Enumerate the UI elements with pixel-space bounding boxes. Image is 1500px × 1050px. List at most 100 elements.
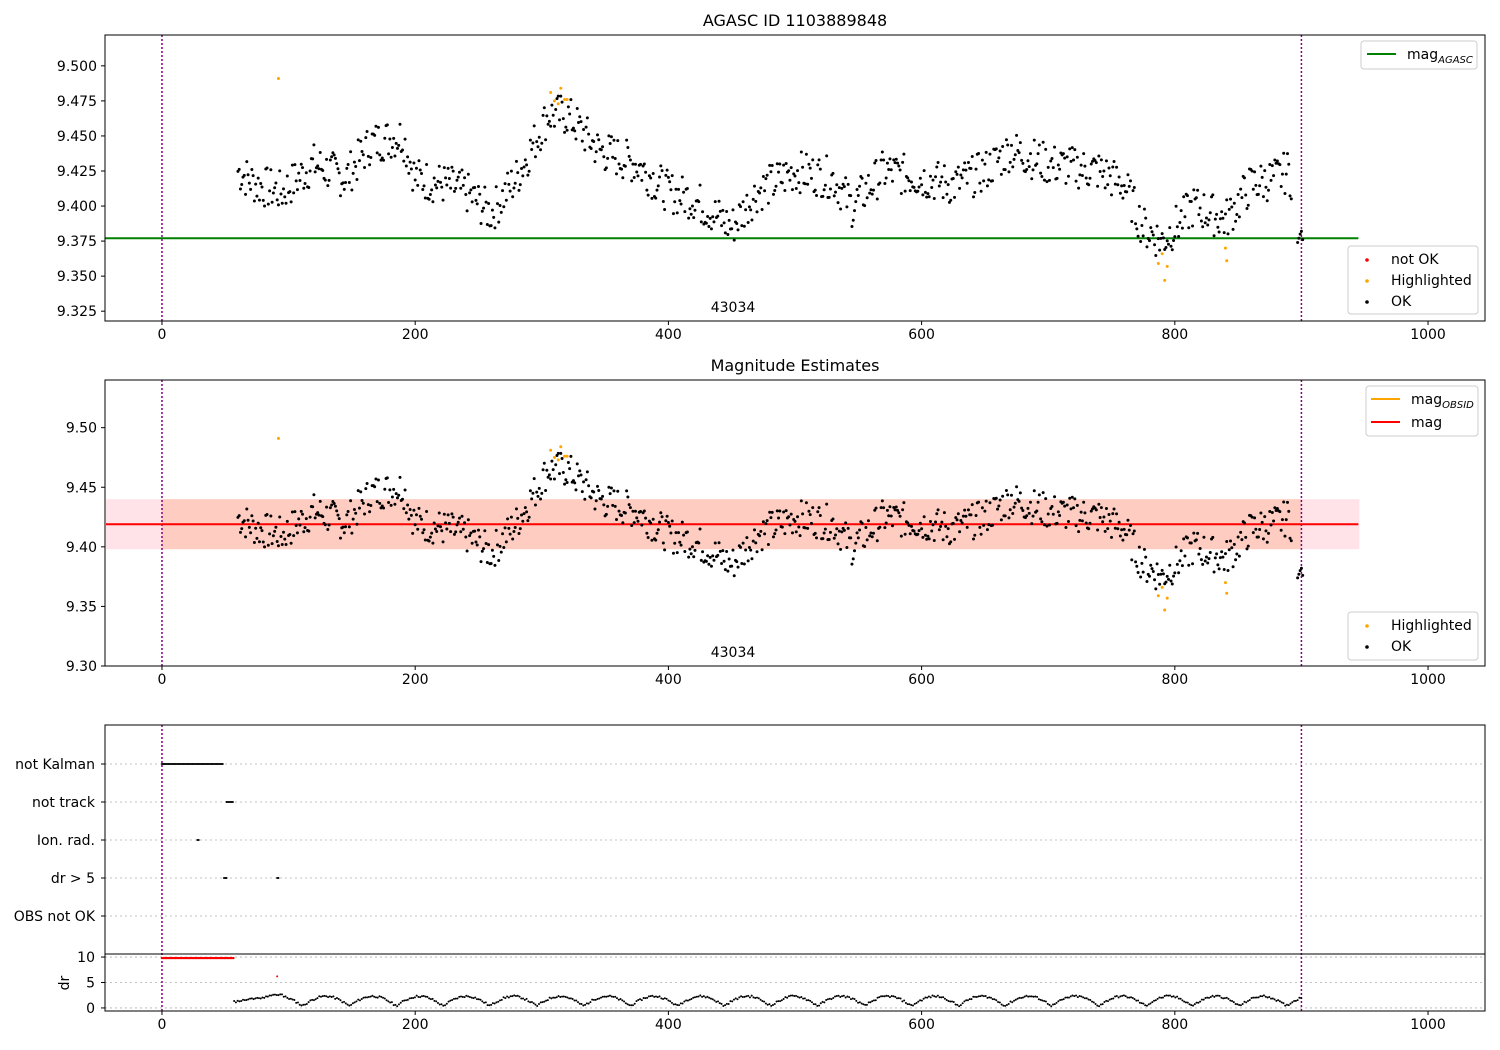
dr-point bbox=[1144, 1004, 1147, 1007]
dr-point bbox=[615, 997, 618, 1000]
ok-point bbox=[1007, 170, 1011, 174]
ok-point bbox=[478, 192, 482, 196]
dr-point bbox=[943, 997, 946, 1000]
dr-point bbox=[319, 995, 322, 998]
highlighted-point bbox=[559, 445, 563, 449]
ok-point bbox=[747, 546, 751, 550]
ok-point bbox=[1260, 175, 1264, 179]
dr-point bbox=[745, 995, 748, 998]
ok-point bbox=[1165, 239, 1169, 243]
ok-point bbox=[926, 534, 930, 538]
dr-point bbox=[807, 999, 810, 1002]
ok-point bbox=[1039, 517, 1043, 521]
ok-point bbox=[670, 519, 674, 523]
dr-point bbox=[348, 1004, 351, 1007]
y-tick-label: 9.500 bbox=[57, 59, 97, 75]
dr-point bbox=[633, 1002, 636, 1005]
ok-point bbox=[644, 516, 648, 520]
dr-point bbox=[1032, 995, 1035, 998]
highlighted-point bbox=[1156, 262, 1160, 266]
ok-point bbox=[1298, 569, 1302, 573]
ok-point bbox=[894, 505, 898, 509]
ok-point bbox=[1225, 198, 1229, 202]
dr-point bbox=[355, 1000, 358, 1003]
ok-point bbox=[1227, 548, 1231, 552]
ok-point bbox=[983, 162, 987, 166]
ok-point bbox=[261, 540, 265, 544]
ok-point bbox=[991, 523, 995, 527]
ok-point bbox=[1140, 224, 1144, 228]
ok-point bbox=[1096, 184, 1100, 188]
ok-point bbox=[363, 512, 367, 516]
ok-point bbox=[780, 525, 784, 529]
ok-point bbox=[260, 529, 264, 533]
dr-point bbox=[968, 998, 971, 1001]
dr-point bbox=[351, 1002, 354, 1005]
ok-point bbox=[1216, 563, 1220, 567]
ok-point bbox=[540, 141, 544, 145]
dr-point bbox=[1192, 1004, 1195, 1007]
ok-point bbox=[1270, 164, 1274, 168]
ok-point bbox=[1246, 544, 1250, 548]
ok-point bbox=[270, 542, 274, 546]
ok-point bbox=[246, 518, 250, 522]
ok-point bbox=[1125, 190, 1129, 194]
ok-point bbox=[1102, 515, 1106, 519]
ok-point bbox=[582, 480, 586, 484]
ok-point bbox=[621, 521, 625, 525]
ok-point bbox=[659, 511, 663, 515]
ok-point bbox=[423, 196, 427, 200]
dr-point bbox=[1220, 996, 1223, 999]
dr-point bbox=[789, 994, 792, 997]
dr-point bbox=[288, 997, 291, 1000]
dr-point bbox=[1284, 1004, 1287, 1007]
ok-point bbox=[631, 509, 635, 513]
ok-point bbox=[870, 192, 874, 196]
ok-point bbox=[527, 169, 531, 173]
x-tick-label: 400 bbox=[655, 1017, 682, 1033]
ok-point bbox=[468, 534, 472, 538]
ok-point bbox=[1264, 529, 1268, 533]
dr-point bbox=[1179, 997, 1182, 1000]
ok-point bbox=[473, 529, 477, 533]
dr-point bbox=[644, 997, 647, 1000]
legend2-highlighted-marker bbox=[1365, 624, 1369, 628]
ok-point bbox=[446, 166, 450, 170]
flag-label: OBS not OK bbox=[14, 909, 96, 925]
dr-point bbox=[1236, 1003, 1239, 1006]
ok-point bbox=[813, 531, 817, 535]
ok-point bbox=[408, 160, 412, 164]
ok-point bbox=[1246, 203, 1250, 207]
ok-point bbox=[639, 162, 643, 166]
dr-point bbox=[275, 994, 278, 997]
ok-point bbox=[1036, 152, 1040, 156]
ok-point bbox=[878, 525, 882, 529]
ok-point bbox=[1001, 144, 1005, 148]
ok-point bbox=[502, 545, 506, 549]
legend2-ok-label: OK bbox=[1391, 639, 1412, 655]
ok-point bbox=[845, 545, 849, 549]
dr-point bbox=[991, 998, 994, 1001]
ok-point bbox=[788, 178, 792, 182]
y-tick-label: 9.30 bbox=[66, 659, 97, 675]
ok-point bbox=[587, 132, 591, 136]
ok-point bbox=[770, 163, 774, 167]
dr-point bbox=[665, 997, 668, 1000]
ok-point bbox=[907, 179, 911, 183]
dr-point bbox=[474, 996, 477, 999]
dr-point bbox=[312, 999, 315, 1002]
ok-point bbox=[1099, 158, 1103, 162]
ok-point bbox=[669, 531, 673, 535]
dr-point bbox=[982, 995, 985, 998]
dr-point bbox=[1156, 997, 1159, 1000]
ok-point bbox=[589, 496, 593, 500]
ok-point bbox=[1199, 558, 1203, 562]
ok-point bbox=[742, 224, 746, 228]
ok-point bbox=[679, 202, 683, 206]
ok-point bbox=[1104, 506, 1108, 510]
dr-point bbox=[1291, 1001, 1294, 1004]
dr-point bbox=[826, 998, 829, 1001]
ok-point bbox=[402, 159, 406, 163]
dr-point bbox=[906, 1003, 909, 1006]
dr-point bbox=[1043, 1000, 1046, 1003]
